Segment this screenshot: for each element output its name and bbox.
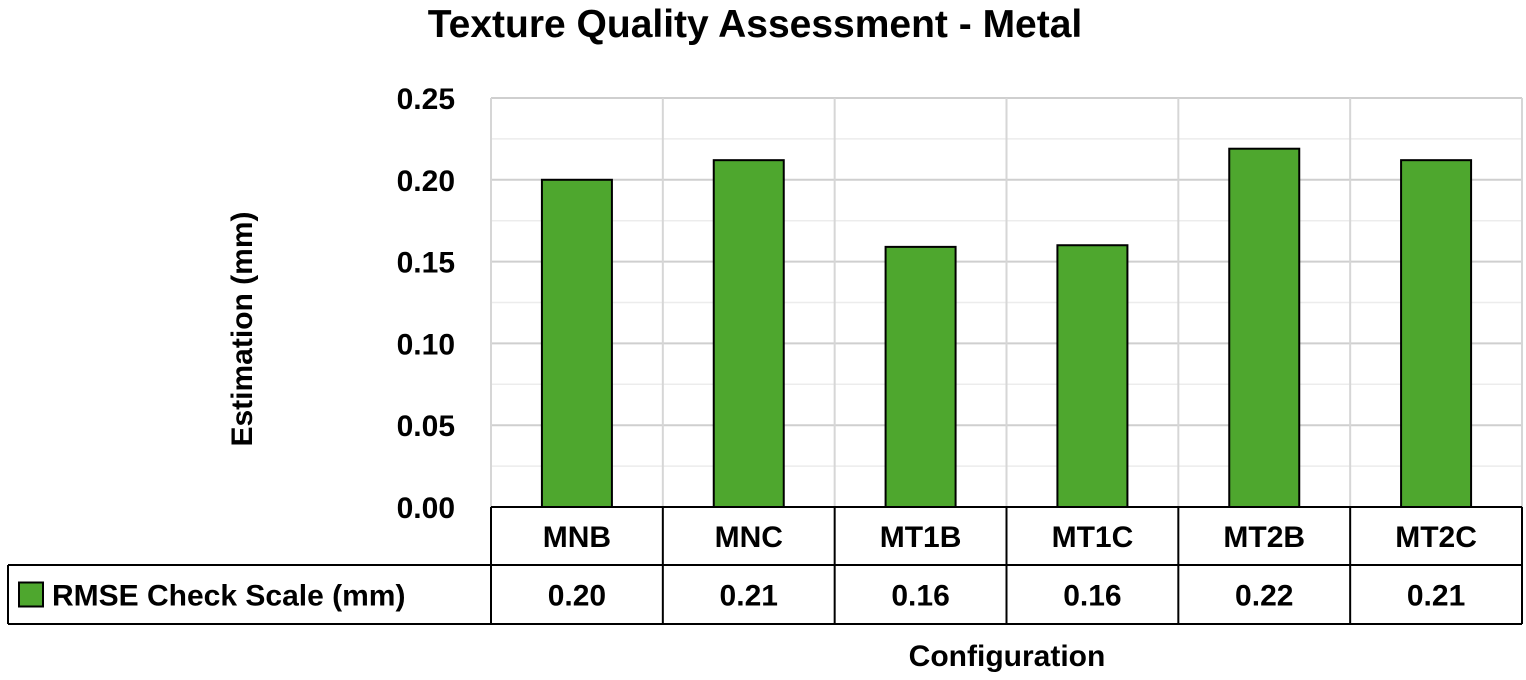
data-table-value: 0.16 [891,580,949,613]
bar-mnb [540,178,613,509]
chart-title: Texture Quality Assessment - Metal [428,3,1083,46]
y-tick-label: 0.25 [397,83,455,116]
x-tick-label: MT1B [880,521,962,554]
bar-mt1c [1056,244,1129,509]
x-tick-label: MNB [543,521,611,554]
bars [540,147,1473,509]
y-axis-label: Estimation (mm) [226,211,259,446]
data-table-value: 0.22 [1235,580,1293,613]
y-axis-ticks: 0.00 0.05 0.10 0.15 0.20 0.25 [397,83,455,525]
data-table-value: 0.21 [1407,580,1465,613]
x-tick-label: MT2B [1223,521,1305,554]
data-table: MNB 0.20 MNC 0.21 MT1B 0.16 MT1C 0.16 MT2B 0.22 MT… [7,506,1523,625]
data-table-value: 0.21 [720,580,778,613]
data-table-value: 0.16 [1063,580,1121,613]
y-tick-label: 0.00 [397,492,455,525]
y-tick-label: 0.20 [397,165,455,198]
data-table-value: 0.20 [548,580,606,613]
bar-mt1b [884,245,957,508]
x-tick-label: MT2C [1395,521,1477,554]
y-tick-label: 0.10 [397,328,455,361]
legend-swatch [18,581,44,608]
bar-mnc [712,159,785,508]
bar-mt2c [1400,159,1473,508]
bar-mt2b [1228,147,1301,508]
legend-label: RMSE Check Scale (mm) [52,580,405,613]
y-tick-label: 0.15 [397,247,455,280]
x-tick-label: MT1C [1052,521,1134,554]
y-tick-label: 0.05 [397,410,455,443]
x-tick-label: MNC [715,521,783,554]
x-axis-label: Configuration [909,640,1106,673]
gridlines [490,97,1523,508]
